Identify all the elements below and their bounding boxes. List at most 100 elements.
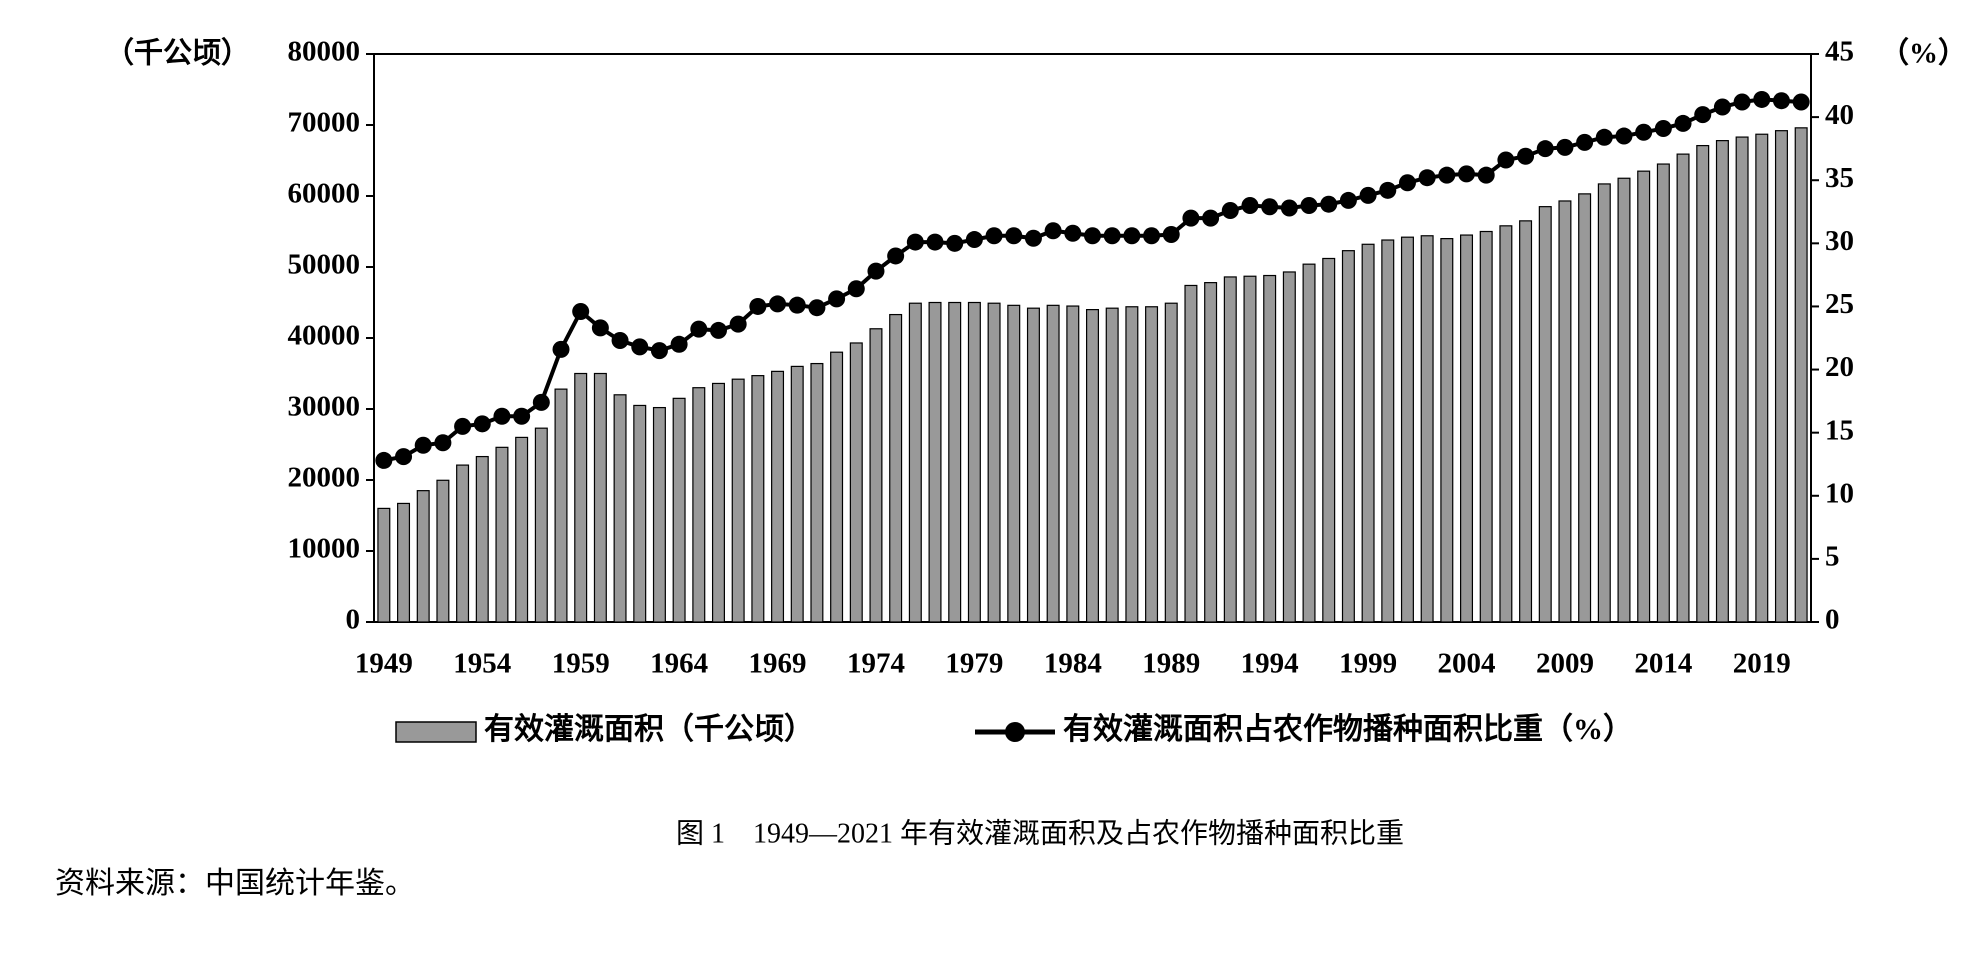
line-point [532, 393, 550, 411]
bar [377, 507, 391, 623]
bar [1125, 306, 1139, 623]
line-point [591, 319, 609, 337]
bar [771, 370, 785, 623]
bar [1302, 263, 1316, 623]
bar [810, 362, 824, 623]
line-point [1162, 225, 1180, 243]
line-point [1241, 196, 1259, 214]
line-point [1615, 127, 1633, 145]
x-tick-label: 2004 [1438, 648, 1496, 680]
y2-tick-label: 15 [1825, 414, 1854, 446]
bar [1794, 127, 1808, 623]
line-point [1713, 98, 1731, 116]
line-point [1143, 227, 1161, 245]
bar [672, 397, 686, 623]
x-tick-label: 1949 [355, 648, 413, 680]
line-point [454, 417, 472, 435]
bar [928, 301, 942, 623]
bar [633, 404, 647, 623]
line-point [906, 233, 924, 251]
bar [416, 490, 430, 623]
y2-axis-label: （%） [1880, 37, 1967, 70]
bar [849, 342, 863, 623]
bar [1105, 307, 1119, 623]
bar [1085, 309, 1100, 623]
bar [1204, 282, 1218, 623]
line-point [631, 338, 649, 356]
line-point [1438, 166, 1456, 184]
bar [1538, 206, 1552, 623]
legend-label: 有效灌溉面积（千公顷） [484, 712, 814, 746]
x-tick-label: 1999 [1339, 648, 1397, 680]
line-point [1359, 186, 1377, 204]
line-point [709, 321, 727, 339]
line-point [1635, 123, 1653, 141]
x-tick-label: 1959 [552, 648, 610, 680]
line-point [1005, 227, 1023, 245]
line-point [887, 247, 905, 265]
line-point [473, 415, 491, 433]
bar [1046, 304, 1060, 623]
line-point [1733, 93, 1751, 111]
line-point [1556, 138, 1574, 156]
bar [1637, 170, 1651, 623]
bar [1597, 183, 1611, 623]
bar [1007, 304, 1021, 623]
bar [593, 372, 607, 623]
line-point [513, 407, 531, 425]
legend-swatch [395, 721, 477, 743]
y2-tick-label: 40 [1825, 99, 1854, 131]
line-point [1261, 198, 1279, 216]
bar [475, 455, 489, 623]
y-tick-label: 10000 [288, 533, 361, 565]
bar [652, 406, 666, 623]
line-point [1477, 166, 1495, 184]
legend-swatch-point [1005, 722, 1025, 742]
line-point [1595, 128, 1613, 146]
line-point [1084, 227, 1101, 245]
line-point [690, 320, 708, 338]
line-point [1123, 227, 1141, 245]
bar [1715, 140, 1729, 623]
y2-tick-label: 5 [1825, 541, 1840, 573]
line-point [552, 340, 570, 358]
line-point [414, 436, 432, 454]
bar [1145, 306, 1159, 623]
line-point [1398, 174, 1416, 192]
line-point [1694, 106, 1712, 124]
bar [751, 375, 765, 623]
bar [948, 301, 962, 623]
line-point [788, 296, 806, 314]
y-tick-label: 50000 [288, 249, 361, 281]
bar [830, 351, 844, 623]
line-point [375, 451, 393, 469]
bar [1223, 276, 1237, 623]
y2-tick-label: 0 [1825, 604, 1840, 636]
bar [1656, 163, 1670, 623]
line-point [946, 234, 964, 252]
line-point [729, 315, 747, 333]
bar [495, 446, 509, 623]
line-point [1674, 114, 1692, 132]
x-tick-label: 1989 [1142, 648, 1200, 680]
bar [1676, 153, 1690, 623]
legend-label: 有效灌溉面积占农作物播种面积比重（%） [1063, 712, 1633, 746]
bar [1184, 284, 1198, 623]
line-point [1300, 196, 1318, 214]
bar [1420, 235, 1434, 623]
line-point [1202, 209, 1220, 227]
y-tick-label: 0 [346, 604, 361, 636]
bar [731, 378, 745, 623]
line-point [1103, 227, 1121, 245]
y2-tick-label: 45 [1825, 36, 1854, 68]
bar [1774, 130, 1788, 623]
x-tick-label: 1979 [945, 648, 1003, 680]
x-tick-label: 1969 [749, 648, 807, 680]
line-point [926, 233, 944, 251]
bar [1026, 307, 1040, 623]
line-point [611, 332, 629, 350]
line-point [493, 407, 511, 425]
bar [1164, 302, 1178, 623]
line-point [749, 297, 767, 315]
